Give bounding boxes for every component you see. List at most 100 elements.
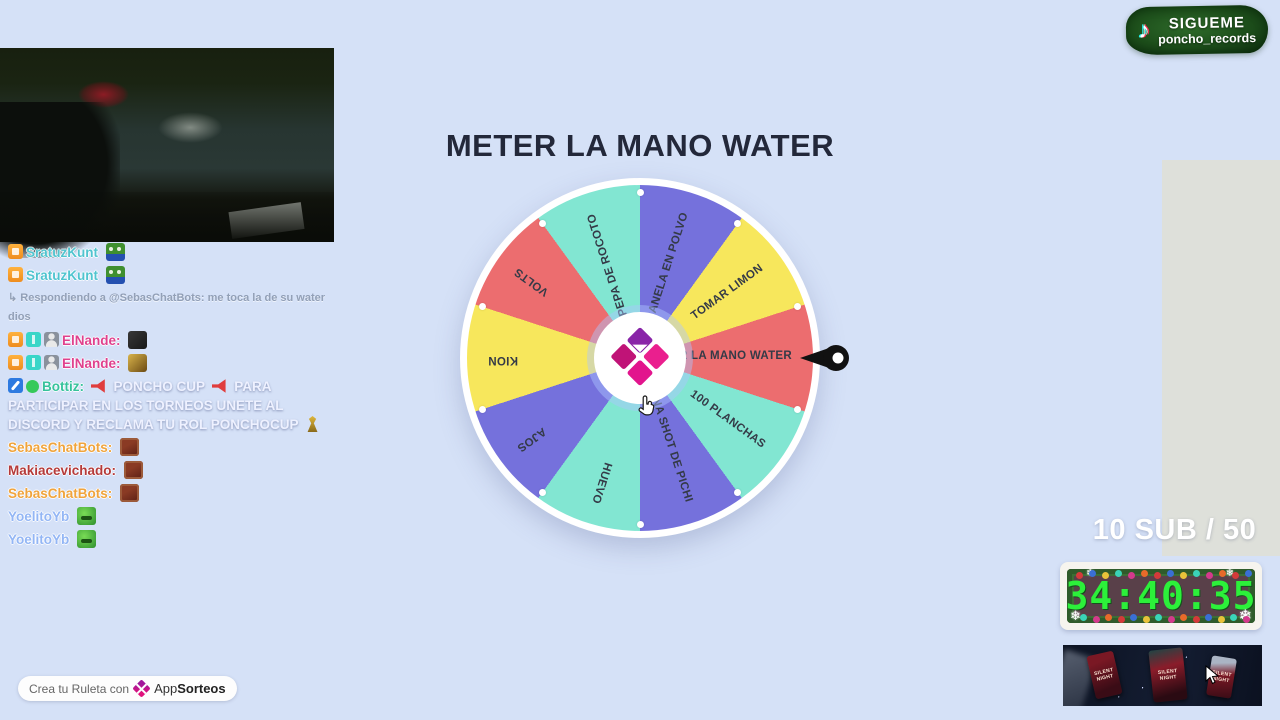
chat-message: ElNande:	[8, 354, 338, 373]
ornament-dot	[1117, 616, 1125, 623]
gold-emote-icon	[128, 354, 148, 372]
follow-title: SIGUEME	[1168, 13, 1246, 32]
person-badge-icon	[44, 355, 59, 370]
ornament-dot	[1155, 614, 1162, 621]
ornament-dot	[1141, 570, 1148, 577]
segment-boundary-dot	[734, 220, 742, 228]
pepe-laugh-icon	[77, 530, 97, 548]
megaphone-icon	[90, 379, 105, 393]
tiktok-follow-badge[interactable]: ♪ SIGUEME poncho_records	[1125, 4, 1269, 56]
product-card: SILENT NIGHT	[1148, 647, 1188, 703]
pepe-icon	[105, 266, 125, 284]
chat-message: YoelitoYb	[8, 530, 338, 549]
sub-badge-icon	[8, 267, 23, 282]
meat-emote-icon	[120, 484, 140, 502]
ornament-dot	[1154, 572, 1161, 579]
prize-wheel[interactable]: METER LA MANO WATER 100 PLANCHAS UNA SHOT …	[460, 178, 820, 538]
countdown-timer: 34:40:35 ❄ ❄ ❄ ❄	[1060, 562, 1262, 630]
gift-badge-icon	[26, 332, 41, 347]
knight-icon	[307, 416, 318, 432]
video-feed	[0, 48, 334, 258]
chat-message: Makiacevichado:	[8, 461, 338, 480]
ornament-dot	[1128, 572, 1135, 579]
ornament-dot	[1205, 614, 1212, 621]
ornament-dot	[1130, 614, 1137, 621]
ornament-dot	[1142, 616, 1150, 623]
timer-digits: 34:40:35	[1065, 574, 1257, 618]
segment-boundary-dot	[538, 488, 546, 496]
arrow-cursor-icon	[1205, 665, 1219, 685]
segment-boundary-dot	[794, 303, 802, 311]
chat-username: ElNande:	[62, 356, 125, 371]
brand-name: AppSorteos	[154, 681, 226, 696]
pepe-laugh-icon	[77, 507, 97, 525]
snowflake-icon: ❄	[1070, 608, 1081, 623]
product-card: SILENT NIGHT	[1086, 650, 1123, 700]
tiktok-note-icon: ♪	[1137, 16, 1151, 45]
follow-handle: poncho_records	[1158, 30, 1257, 47]
attribution-text: Crea tu Ruleta con	[29, 681, 130, 696]
appsorteos-logo-icon	[609, 326, 671, 389]
sub-badge-icon	[8, 332, 23, 347]
appsorteos-mini-logo-icon	[132, 679, 151, 698]
chat-message: ElNande:	[8, 331, 338, 350]
chat-reply-line: ↳ Respondiendo a @SebasChatBots: me toca…	[8, 292, 326, 323]
chat-message: SratuzKunt	[8, 266, 338, 285]
chat-message-text: PONCHO CUP	[109, 379, 209, 394]
wheel-title: METER LA MANO WATER	[445, 128, 835, 163]
ornament-dot	[1102, 572, 1109, 579]
segment-boundary-dot	[636, 520, 644, 528]
segment-boundary-dot	[538, 220, 546, 228]
ornament-dot	[1167, 616, 1175, 623]
sub-goal-counter: 10 SUB / 50	[1092, 514, 1257, 546]
chat-message: SebasChatBots:	[8, 438, 338, 457]
chat-message: SebasChatBots:	[8, 484, 338, 503]
ornament-dot	[1230, 614, 1237, 621]
chat-message: Bottiz: PONCHO CUP PARA PARTICIPAR EN LO…	[8, 377, 338, 434]
segment-boundary-dot	[478, 303, 486, 311]
chat-message-text: PARA PARTICIPAR EN LOS TORNEOS UNETE AL …	[8, 379, 303, 432]
meat-emote-icon	[123, 461, 143, 479]
mod-badge-icon	[8, 378, 23, 393]
ornament-dot	[1232, 572, 1239, 579]
chat-username: YoelitoYb	[8, 509, 74, 524]
ornament-dot	[1192, 616, 1200, 623]
ornament-dot	[1089, 570, 1096, 577]
chat-message: YoelitoYb	[8, 507, 338, 526]
chat-username: ElNande:	[62, 333, 125, 348]
pepe-icon	[105, 243, 125, 261]
person-badge-icon	[44, 332, 59, 347]
hand-cursor-icon	[638, 395, 655, 416]
chat-username: SebasChatBots:	[8, 486, 117, 501]
meat-emote-icon	[120, 438, 140, 456]
appsorteos-attribution[interactable]: Crea tu Ruleta con AppSorteos	[18, 676, 237, 701]
wheel-hub	[594, 312, 686, 404]
chat-username: YoelitoYb	[8, 532, 74, 547]
promo-banner[interactable]: SILENT NIGHT SILENT NIGHT SILENT NIGHT	[1063, 645, 1262, 706]
chat-list: SratuzKunt SratuzKunt ↳ Respondiendo a @…	[8, 243, 338, 549]
megaphone-icon	[211, 379, 226, 393]
ornament-dot	[1180, 572, 1187, 579]
snowflake-icon: ❄	[1225, 568, 1234, 579]
segment-boundary-dot	[636, 188, 644, 196]
ornament-dot	[1219, 570, 1226, 577]
wheel-pointer-icon	[800, 345, 849, 371]
chat-username: Bottiz:	[42, 379, 88, 394]
chat-username: SratuzKunt	[26, 245, 102, 260]
ornament-dot	[1206, 572, 1213, 579]
ornament-dot	[1115, 570, 1122, 577]
floor-shadow	[0, 191, 334, 242]
chat-username: SratuzKunt	[26, 268, 102, 283]
timer-screen: 34:40:35	[1065, 569, 1257, 623]
ornament-dot	[1080, 614, 1087, 621]
segment-boundary-dot	[478, 405, 486, 413]
chat-username: Makiacevichado:	[8, 463, 120, 478]
ornament-dot	[1193, 570, 1200, 577]
chat-message: SratuzKunt	[8, 243, 338, 262]
ornament-dot	[1180, 614, 1187, 621]
segment-boundary-dot	[794, 405, 802, 413]
ornament-dot	[1242, 616, 1250, 623]
ornament-dot	[1076, 572, 1083, 579]
ornament-dot	[1105, 614, 1112, 621]
